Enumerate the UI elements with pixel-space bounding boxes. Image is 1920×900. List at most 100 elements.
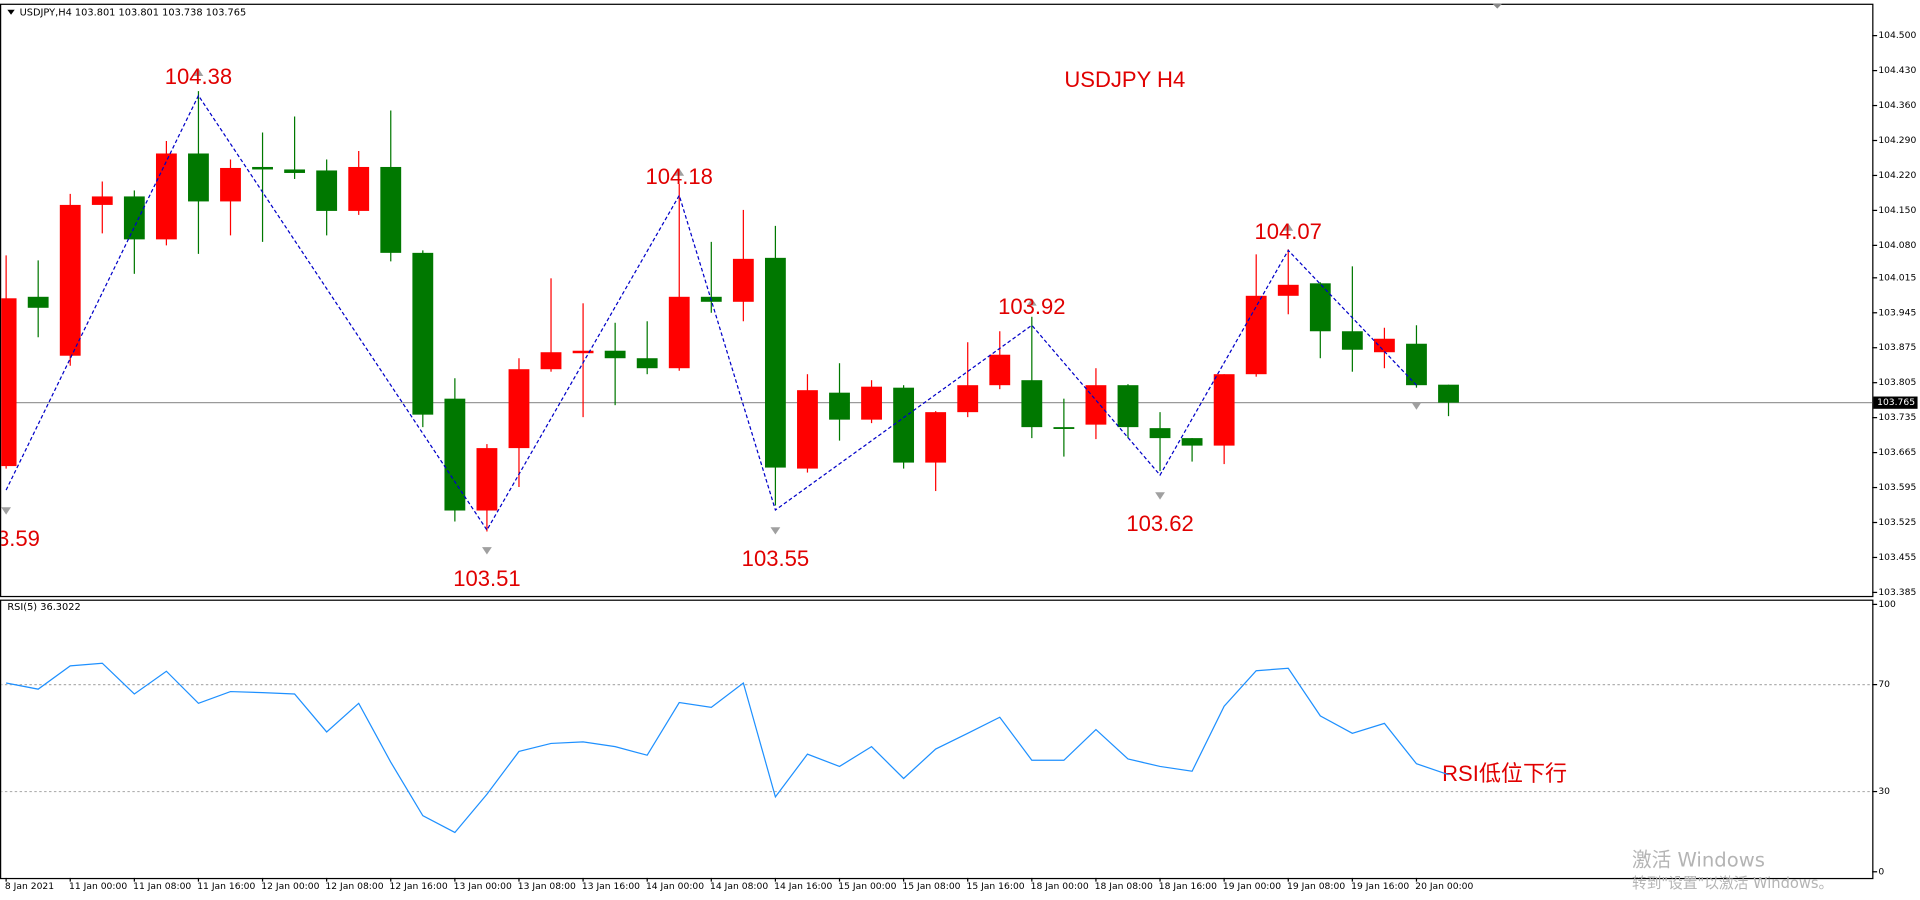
candle-body [957, 385, 979, 413]
candle-body [1117, 385, 1139, 428]
candle-body [861, 386, 882, 420]
y-tick-label: 103.385 [1878, 587, 1916, 598]
y-tick-label: 104.080 [1878, 240, 1916, 251]
zigzag-label: 103.59 [0, 526, 40, 551]
candle-body [1277, 284, 1299, 296]
candle-body [316, 170, 338, 211]
candle-body [1213, 374, 1235, 446]
zigzag-marker [1, 507, 12, 515]
y-tick-label: 70 [1878, 679, 1890, 690]
x-tick-label: 12 Jan 16:00 [390, 881, 448, 892]
y-tick-label: 104.500 [1878, 30, 1916, 41]
zigzag-marker [1411, 402, 1422, 410]
zigzag-label: 103.51 [453, 566, 520, 591]
candle-body [604, 350, 626, 359]
symbol-annotation: USDJPY H4 [1064, 67, 1185, 92]
x-tick-label: 18 Jan 08:00 [1095, 881, 1153, 892]
candle-body [348, 166, 370, 211]
y-tick-label: 103.735 [1878, 412, 1916, 423]
candle-body [1, 298, 17, 467]
y-tick-label: 103.945 [1878, 307, 1916, 318]
zigzag-label: 104.18 [646, 164, 713, 189]
candle-body [925, 412, 947, 463]
candle-body [1149, 428, 1171, 439]
candle-body [1085, 385, 1107, 425]
chart-header: USDJPY,H4 103.801 103.801 103.738 103.76… [20, 7, 247, 18]
y-tick-label: 104.220 [1878, 170, 1916, 181]
zigzag-label: 103.62 [1126, 511, 1193, 536]
x-tick-label: 19 Jan 08:00 [1287, 881, 1345, 892]
candle-body [1021, 380, 1043, 428]
y-tick-label: 104.360 [1878, 100, 1916, 111]
candle-body [188, 153, 209, 202]
y-tick-label: 103.455 [1878, 552, 1916, 563]
candle-body [27, 296, 49, 308]
x-tick-label: 19 Jan 00:00 [1223, 881, 1281, 892]
watermark-text: 转到"设置"以激活 Windows。 [1632, 875, 1833, 892]
x-tick-label: 13 Jan 08:00 [518, 881, 576, 892]
candle-body [444, 398, 466, 511]
candle-body [572, 350, 594, 354]
axes: 104.500 104.430 104.360 104.290 104.220 104.1… [5, 30, 1918, 892]
zigzag-label: 104.38 [165, 64, 232, 89]
candle-body [893, 387, 915, 463]
x-tick-label: 13 Jan 00:00 [454, 881, 512, 892]
y-tick-label: 104.150 [1878, 205, 1916, 216]
candle-body [155, 153, 177, 240]
candle-body [412, 252, 434, 415]
current-price-label: 103.765 [1877, 397, 1915, 408]
y-tick-label: 103.595 [1878, 482, 1916, 493]
menu-arrow[interactable] [7, 9, 15, 15]
x-tick-label: 11 Jan 00:00 [69, 881, 127, 892]
rsi-header: RSI(5) 36.3022 [7, 602, 80, 613]
candle-body [380, 166, 402, 253]
candle-body [476, 448, 498, 511]
candle-body [540, 352, 562, 370]
candle-body [59, 204, 81, 356]
main-panel [0, 3, 1874, 598]
candle-body [1341, 331, 1363, 350]
zigzag-label: 103.55 [742, 546, 809, 571]
candle-body [989, 354, 1011, 386]
candle-body [797, 390, 818, 469]
candle-body [91, 196, 113, 205]
x-tick-label: 19 Jan 16:00 [1351, 881, 1409, 892]
zigzag-marker [1155, 492, 1165, 500]
candle-body [636, 358, 658, 369]
zigzag-line [5, 94, 1417, 532]
y-tick-label: 104.430 [1878, 65, 1916, 76]
zigzag-marker [1283, 223, 1294, 231]
y-tick-label: 104.290 [1878, 135, 1916, 146]
candle-body [1181, 438, 1203, 446]
candle-body [284, 169, 306, 173]
x-tick-label: 15 Jan 16:00 [966, 881, 1024, 892]
candle-body [1438, 384, 1459, 403]
rsi-line [6, 662, 1449, 834]
zigzag-marker [770, 527, 781, 535]
candle-body [508, 369, 530, 449]
watermark-title: 激活 Windows [1632, 848, 1765, 871]
y-tick-label: 104.015 [1878, 272, 1916, 283]
rsi-annotation: RSI低位下行 [1442, 761, 1567, 786]
zigzag-marker [674, 168, 685, 176]
rsi-plot [1, 662, 1873, 834]
x-tick-label: 14 Jan 08:00 [710, 881, 768, 892]
x-tick-label: 14 Jan 16:00 [774, 881, 832, 892]
candle-body [123, 196, 145, 240]
y-tick-label: 0 [1878, 866, 1884, 877]
x-tick-label: 8 Jan 2021 [5, 881, 54, 892]
candle-body [220, 167, 241, 202]
y-tick-label: 103.665 [1878, 447, 1916, 458]
rsi-panel [0, 599, 1874, 880]
y-tick-label: 103.875 [1878, 342, 1916, 353]
y-tick-label: 30 [1878, 786, 1890, 797]
x-tick-label: 12 Jan 00:00 [261, 881, 319, 892]
zigzag-marker [1026, 298, 1037, 306]
candle-body [252, 166, 273, 170]
candle-body [764, 257, 786, 468]
candle-body [1406, 343, 1427, 386]
shift-marker [1492, 3, 1503, 9]
zigzag-marker [193, 68, 204, 76]
zigzag-label: 103.92 [998, 294, 1065, 319]
